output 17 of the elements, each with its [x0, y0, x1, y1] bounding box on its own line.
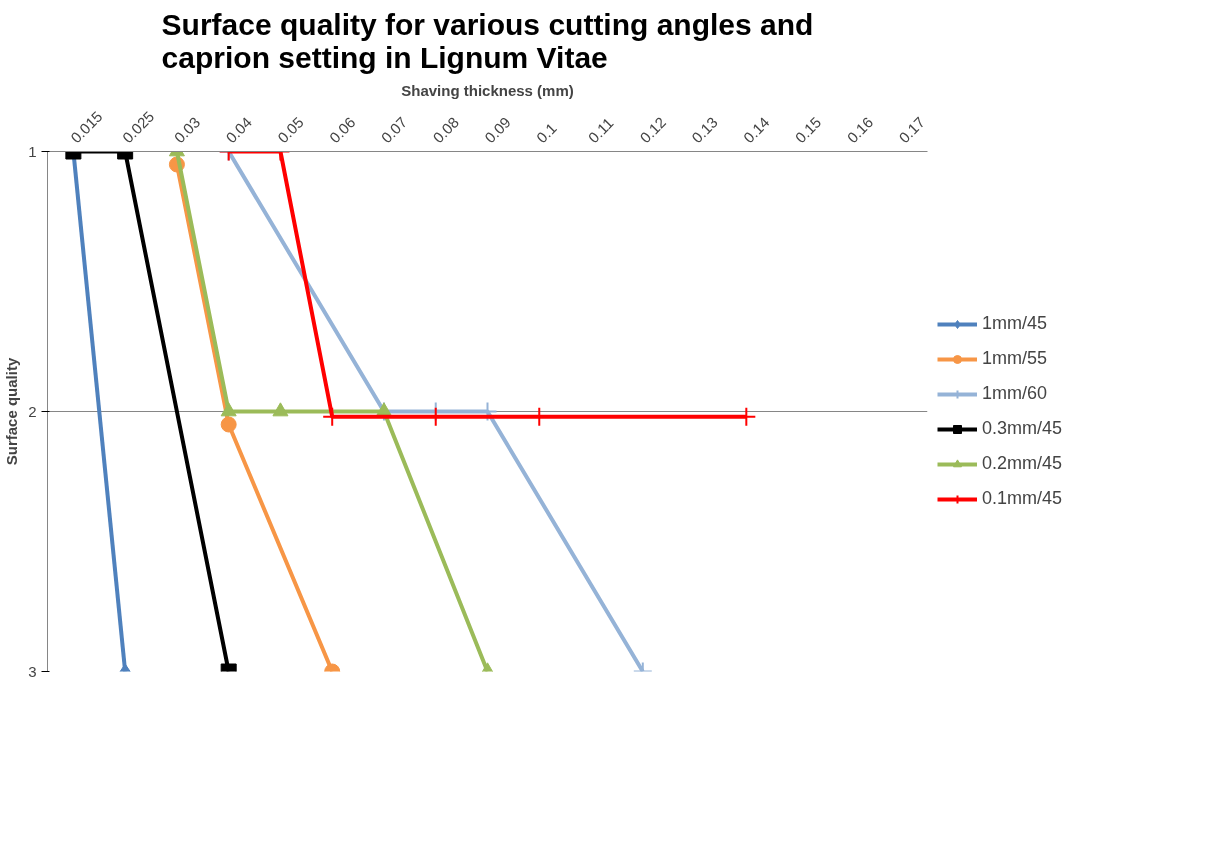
y-tick-label: 1: [28, 142, 37, 160]
chart-title: Surface quality for various cutting angles and caprion setting in Lignum Vitae: [161, 7, 814, 74]
y-tick-label: 3: [28, 662, 37, 680]
x-tick-label: 0.09: [481, 113, 514, 147]
x-tick-label: 0.11: [584, 114, 617, 147]
y-axis-title: Surface quality: [3, 357, 21, 466]
legend-label: 0.1mm/45: [982, 488, 1063, 509]
x-tick-label: 0.13: [688, 113, 721, 147]
x-axis-title: Shaving thickness (mm): [401, 81, 574, 99]
legend-label: 0.2mm/45: [982, 453, 1063, 474]
legend-label: 0.3mm/45: [982, 418, 1063, 439]
legend-label: 1mm/60: [982, 383, 1048, 404]
legend-label: 1mm/55: [982, 348, 1048, 369]
legend-label: 1mm/45: [982, 313, 1048, 334]
x-tick-label: 0.05: [274, 113, 307, 147]
y-tick-label: 2: [28, 402, 37, 420]
x-tick-label: 0.1: [532, 119, 560, 147]
